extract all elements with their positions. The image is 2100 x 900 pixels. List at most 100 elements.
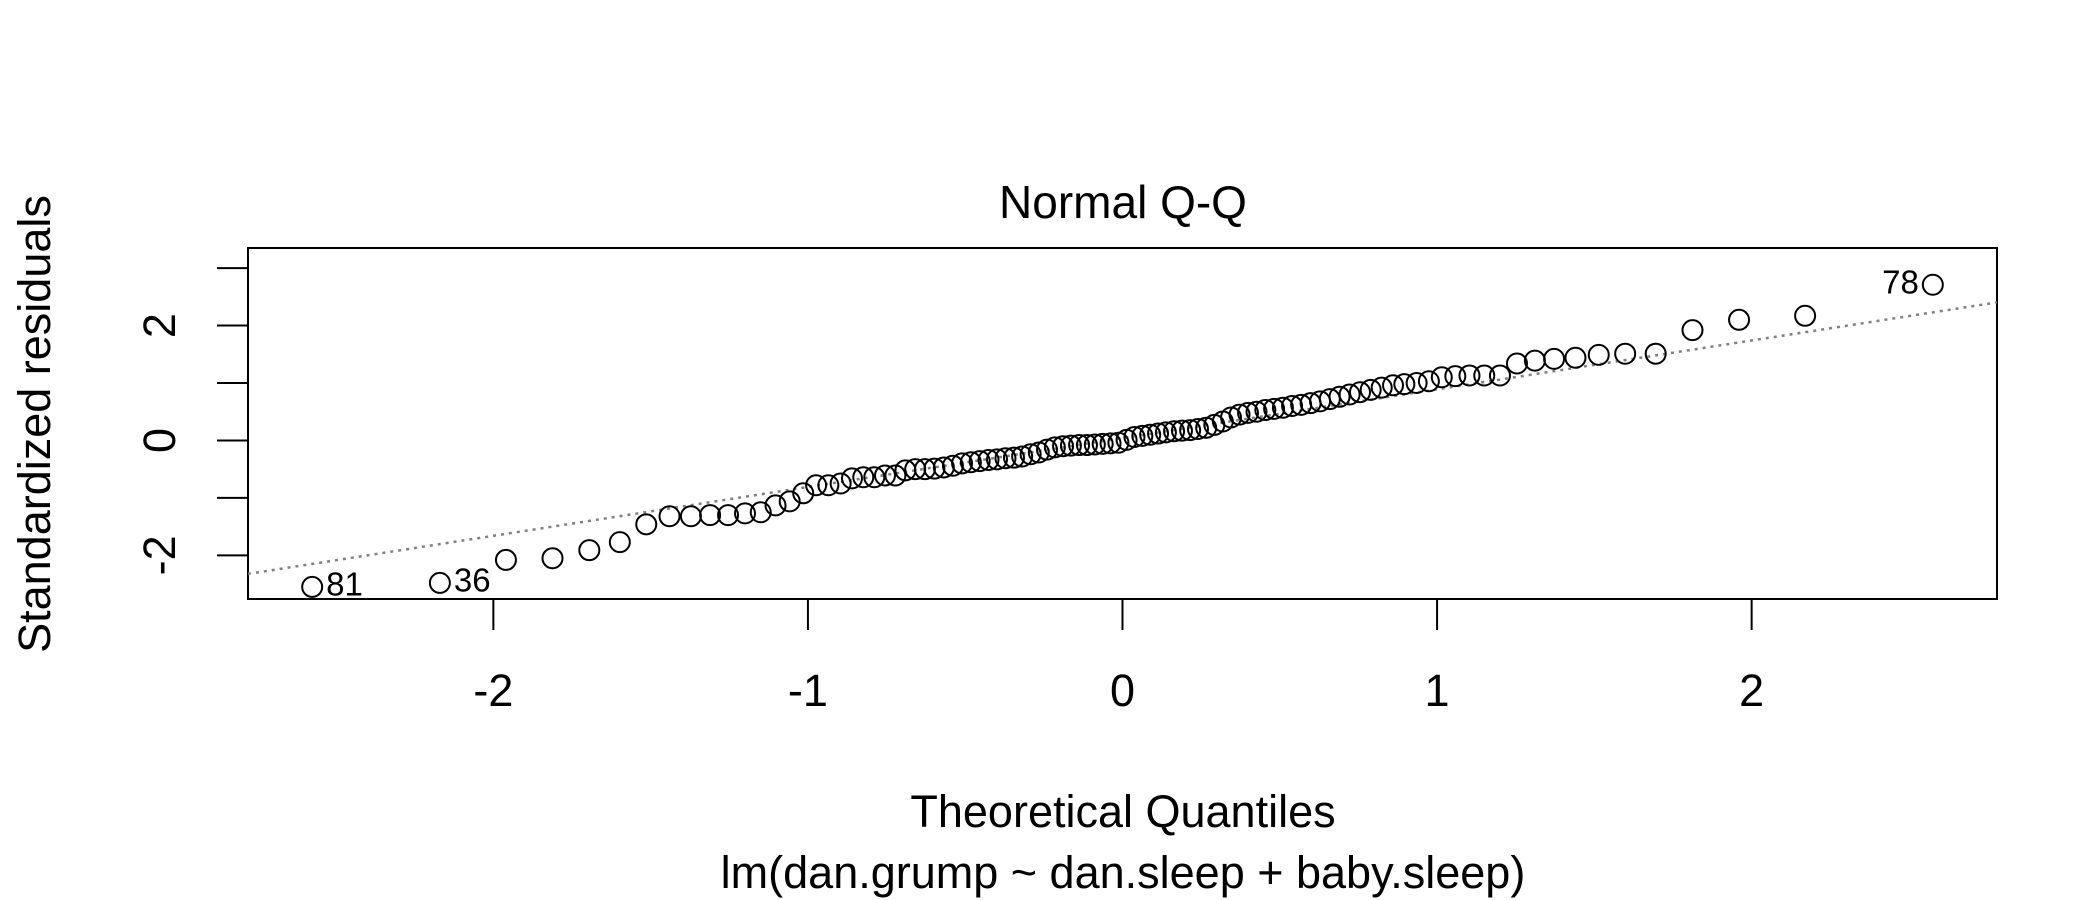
x-axis-label: Theoretical Quantiles bbox=[910, 786, 1335, 837]
point bbox=[1587, 343, 1610, 366]
point bbox=[1370, 376, 1393, 399]
point bbox=[968, 450, 991, 473]
point bbox=[1393, 373, 1416, 396]
y-tick-label: 0 bbox=[134, 428, 185, 453]
point bbox=[734, 502, 757, 525]
point-label: 81 bbox=[326, 566, 363, 603]
point bbox=[884, 464, 907, 487]
point bbox=[1614, 342, 1637, 365]
y-tick-label: 2 bbox=[134, 313, 185, 338]
point bbox=[1488, 364, 1511, 387]
point bbox=[1543, 347, 1566, 370]
point bbox=[1220, 406, 1243, 429]
point bbox=[1068, 434, 1091, 457]
point bbox=[578, 539, 601, 562]
point bbox=[1099, 432, 1122, 455]
chart-title: Normal Q-Q bbox=[999, 176, 1247, 228]
y-axis-label: Standardized residuals bbox=[9, 195, 60, 653]
point bbox=[608, 531, 631, 554]
point bbox=[1083, 433, 1106, 456]
point bbox=[1186, 417, 1209, 440]
point bbox=[1011, 445, 1034, 468]
point bbox=[1245, 400, 1268, 423]
point bbox=[1059, 434, 1082, 457]
x-tick-label: -2 bbox=[473, 665, 513, 716]
point bbox=[1131, 424, 1154, 447]
point bbox=[959, 451, 982, 474]
x-tick-label: 1 bbox=[1425, 665, 1450, 716]
point bbox=[1921, 273, 1944, 296]
point bbox=[1091, 432, 1114, 455]
point bbox=[1179, 419, 1202, 442]
point bbox=[1123, 426, 1146, 448]
point bbox=[1263, 397, 1286, 420]
point bbox=[1228, 403, 1251, 426]
point bbox=[1405, 372, 1428, 394]
point bbox=[494, 548, 517, 571]
point bbox=[428, 571, 451, 594]
point bbox=[792, 482, 815, 505]
point bbox=[1444, 365, 1467, 388]
point bbox=[1154, 421, 1177, 444]
point bbox=[1139, 423, 1162, 446]
point bbox=[635, 513, 658, 536]
point bbox=[1036, 438, 1059, 461]
reference-line bbox=[248, 301, 1997, 576]
point bbox=[840, 467, 863, 490]
point bbox=[679, 505, 702, 528]
point bbox=[1328, 385, 1351, 408]
point bbox=[749, 501, 772, 524]
point bbox=[541, 547, 564, 570]
point bbox=[994, 447, 1017, 470]
point bbox=[658, 505, 681, 528]
point bbox=[1237, 401, 1260, 424]
subtitle: lm(dan.grump ~ dan.sleep + baby.sleep) bbox=[721, 847, 1526, 898]
point bbox=[778, 490, 801, 513]
point bbox=[1052, 435, 1075, 458]
point bbox=[1359, 378, 1382, 401]
point bbox=[1348, 381, 1371, 404]
point bbox=[1523, 349, 1546, 372]
point bbox=[1644, 342, 1667, 365]
point bbox=[874, 464, 897, 487]
point bbox=[829, 472, 852, 495]
point bbox=[1681, 319, 1704, 342]
point bbox=[977, 448, 1000, 471]
point bbox=[1170, 419, 1193, 442]
point bbox=[1147, 422, 1170, 445]
x-tick-label: 0 bbox=[1110, 665, 1135, 716]
point bbox=[301, 575, 324, 598]
point bbox=[1473, 364, 1496, 387]
point bbox=[699, 504, 722, 527]
point bbox=[1430, 366, 1453, 389]
point bbox=[1019, 443, 1042, 466]
point bbox=[1458, 364, 1481, 387]
point bbox=[1254, 399, 1277, 421]
point bbox=[764, 494, 787, 517]
point bbox=[1728, 308, 1751, 331]
point bbox=[1043, 436, 1066, 459]
point bbox=[805, 474, 828, 497]
point-label: 78 bbox=[1882, 263, 1919, 300]
point bbox=[852, 466, 875, 489]
point bbox=[1338, 383, 1361, 406]
y-tick-label: -2 bbox=[134, 535, 185, 575]
point bbox=[951, 452, 974, 475]
point bbox=[1271, 396, 1294, 419]
point bbox=[1163, 420, 1186, 443]
point bbox=[941, 454, 964, 477]
point bbox=[985, 448, 1008, 471]
point bbox=[863, 466, 886, 489]
point-label: 36 bbox=[454, 562, 491, 599]
point bbox=[1564, 346, 1587, 369]
point bbox=[1002, 446, 1025, 469]
point bbox=[1382, 374, 1405, 397]
point bbox=[1417, 370, 1440, 393]
point bbox=[1794, 304, 1817, 327]
point bbox=[717, 504, 740, 527]
point bbox=[1505, 352, 1528, 375]
plot-frame bbox=[247, 247, 1998, 600]
point bbox=[817, 474, 840, 497]
